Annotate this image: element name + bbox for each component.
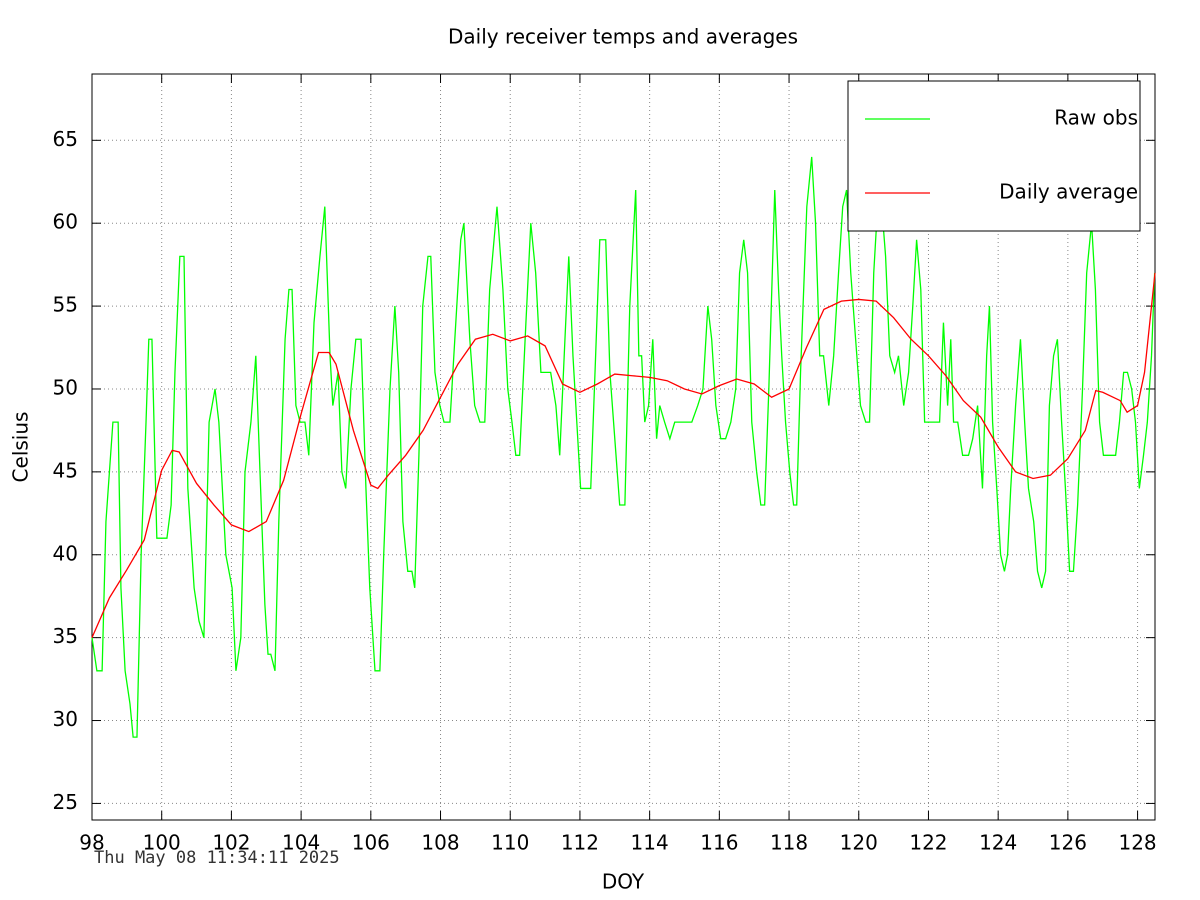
y-tick-label: 60	[53, 210, 78, 234]
x-tick-label: 106	[352, 831, 390, 855]
legend-box	[847, 80, 1141, 232]
y-tick-label: 65	[53, 127, 78, 151]
x-tick-label: 128	[1118, 831, 1156, 855]
timestamp: Thu May 08 11:34:11 2025	[94, 848, 340, 868]
x-tick-label: 122	[909, 831, 947, 855]
plot-frame	[91, 73, 1156, 821]
x-tick-label: 110	[491, 831, 529, 855]
data-line	[91, 156, 1156, 738]
y-tick-label: 55	[53, 293, 78, 317]
x-tick-label: 124	[979, 831, 1017, 855]
y-tick-label: 50	[53, 375, 78, 399]
y-tick-label: 40	[53, 541, 78, 565]
data-line	[91, 272, 1156, 638]
x-tick-label: 112	[561, 831, 599, 855]
legend-label: Raw obs	[1054, 106, 1138, 130]
chart-title: Daily receiver temps and averages	[448, 25, 798, 49]
legend-label: Daily average	[999, 180, 1138, 204]
y-tick-label: 35	[53, 624, 78, 648]
y-tick-label: 25	[53, 790, 78, 814]
x-tick-label: 108	[421, 831, 459, 855]
x-axis-label: DOY	[602, 870, 645, 894]
y-tick-label: 30	[53, 707, 78, 731]
x-tick-label: 100	[143, 831, 181, 855]
x-tick-label: 104	[282, 831, 320, 855]
x-tick-label: 118	[770, 831, 808, 855]
x-tick-label: 102	[212, 831, 250, 855]
x-tick-label: 98	[79, 831, 104, 855]
x-tick-label: 120	[840, 831, 878, 855]
y-axis-label: Celsius	[9, 412, 33, 483]
x-tick-label: 116	[700, 831, 738, 855]
x-tick-label: 126	[1049, 831, 1087, 855]
y-tick-label: 45	[53, 458, 78, 482]
x-tick-label: 114	[631, 831, 669, 855]
